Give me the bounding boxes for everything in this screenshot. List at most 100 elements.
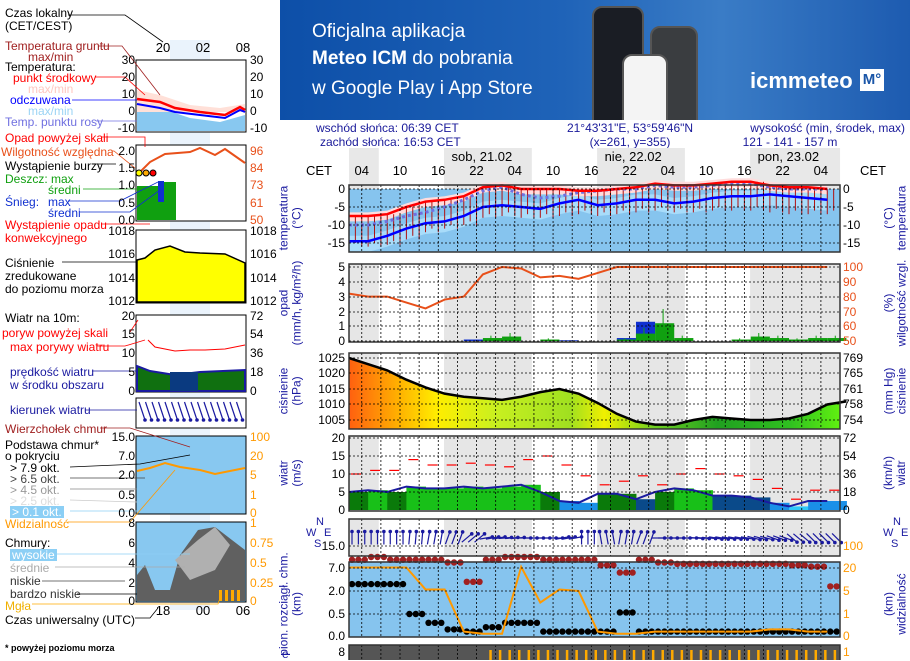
panel-border [348,644,841,660]
legend-wind-area-calm [170,372,198,391]
legend-wind-arrow [170,401,179,421]
rain-bar [750,336,770,341]
wind-direction-arrow [753,535,767,541]
cloud-base-dot [635,628,643,635]
axis-tick-label: 758 [843,397,864,411]
legend-gust-max: max porywy wiatru [10,340,110,354]
wind-direction-arrowhead [707,536,712,541]
hour-tick-label: 04 [507,163,523,178]
wind-direction-arrowhead [579,529,584,534]
legend-wind-speed-1: prędkość wiatru [10,365,95,379]
axis-title-left: e [282,647,289,661]
axis-tick-label: 1015 [318,382,345,396]
fog-bar [785,650,789,660]
pressure-line [348,356,847,426]
wind-direction-arrowhead [795,540,799,544]
cloud-top-dot [406,556,413,563]
legend-mid-maxmin: max/min [28,82,74,96]
wind-direction-arrow [511,536,525,540]
hour-tick-label: 16 [431,163,446,178]
legend-pressure-1: Ciśnienie [5,256,55,270]
legend-temp-band [137,90,245,112]
wind-direction-arrow [793,533,804,543]
cloud-base-dot [552,628,560,635]
wind-direction-arrowhead [369,529,373,534]
altitude-value: 121 - 141 - 157 m [742,135,838,149]
cloud-top-dot [603,562,611,569]
wind-direction-arrow [786,533,798,543]
cloud-top-dot [367,553,375,561]
wind-direction-arrowhead [826,540,831,545]
wind-direction-arrowhead [732,537,737,541]
wind-direction-arrow [624,531,628,545]
cloud-top-dot [807,563,815,570]
cloud-top-dot [693,560,700,568]
panel-border [348,518,841,557]
axis-title-left: wiatr (m/s) [276,459,304,487]
axis-tick-label: -5 [843,200,854,214]
cloud-top-dot [540,556,547,563]
fog-bar [671,650,674,660]
axis-title-left: pion. rozciągł. chm. (km) [276,552,304,656]
wind-direction-arrow [433,531,437,545]
legend-dew-point: Temp. punktu rosy [5,115,104,129]
legend-perceived-maxmin: max/min [28,104,74,118]
fog-bar [690,650,693,660]
fog-bar [575,650,578,660]
legend-visibility: Widzialność [5,517,70,531]
fog-bar [757,650,760,660]
wind-direction-arrowhead [631,529,636,534]
app-promo-banner[interactable]: Oficjalna aplikacja Meteo ICM do pobrani… [280,0,910,120]
wind-speed-area [349,492,369,510]
legend-axis-tick: 30 [250,53,264,67]
panel-background [349,185,840,252]
legend-utc-time-tick: 06 [235,603,251,618]
legend-rain-bar [165,206,175,220]
cloud-base-dot [418,610,426,618]
legend-wind-arrow [183,401,192,421]
wind-direction-arrowhead [675,536,680,540]
cloud-base-dot [469,628,477,635]
cloud-top-dot [744,560,751,568]
legend-axis-tick: 1012 [250,294,277,308]
cloud-top-dot [380,553,388,561]
banner-line-2-rest: do pobrania [407,48,513,69]
cloud-top-dot [450,559,458,566]
wind-direction-arrowhead [375,529,380,534]
wind-direction-arrowhead [688,536,692,540]
legend-local-time-tick: 02 [195,40,211,55]
wind-direction-arrowhead [448,530,452,534]
legend-wind-arrow [222,401,231,421]
timezone-label-right: CET [860,163,886,178]
wind-direction-arrowhead [720,537,724,541]
cloud-top-dot [712,560,719,568]
axis-tick-label: 5 [843,584,850,598]
cloud-top-dot [833,583,840,590]
wind-speed-area [463,486,484,510]
cloud-base-dot [616,609,624,616]
axis-tick-label: 15 [331,449,345,463]
legend-wind-arrowhead [188,418,193,422]
day-label: pon, 23.02 [757,149,820,164]
legend-gust-above: poryw powyżej skali [2,326,109,340]
cloud-base-dot [718,628,726,635]
night-band [597,436,685,511]
fog-bar [728,650,731,660]
axis-tick-label: 100 [843,539,864,553]
legend-axis-tick: 1016 [250,247,277,261]
wind-direction-arrowhead [770,537,775,542]
wind-direction-arrow [799,533,811,543]
legend-fog-bar [219,590,222,601]
day-label: nie, 22.02 [604,149,662,164]
axis-tick-label: 60 [843,319,857,333]
legend-axis-tick: 2 [128,576,135,590]
wind-speed-area [425,488,446,510]
cloud-top-dot [820,563,828,570]
wind-direction-arrow [766,535,780,541]
wind-direction-arrow [772,535,786,541]
cloud-top-dot [501,553,509,561]
legend-wind-arrowhead [156,418,160,422]
axis-tick-label: 20 [843,561,857,575]
night-band [750,264,841,342]
legend-axis-tick: 7.0 [118,449,135,463]
